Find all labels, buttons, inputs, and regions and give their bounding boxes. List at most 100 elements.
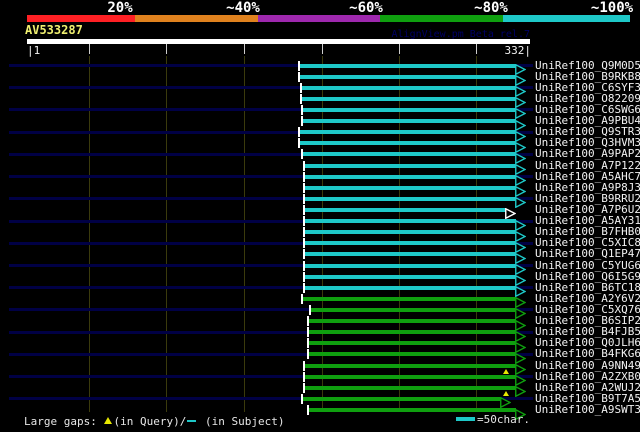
alignment-bar[interactable] bbox=[308, 408, 517, 412]
query-gap-marker-icon bbox=[502, 390, 509, 396]
subject-label[interactable]: UniRef100_Q6I5G9 bbox=[535, 269, 640, 283]
subject-label[interactable]: UniRef100_A9NN49 bbox=[535, 358, 640, 372]
row-guide-line bbox=[9, 330, 533, 334]
alignment-arrow-icon bbox=[515, 282, 527, 301]
alignment-arrow-icon bbox=[515, 360, 527, 379]
subject-label[interactable]: UniRef100_A2Y6V2 bbox=[535, 291, 640, 305]
alignment-start-tick bbox=[302, 260, 305, 271]
alignment-bar[interactable] bbox=[303, 207, 506, 212]
alignment-bar[interactable] bbox=[302, 396, 502, 401]
subject-label[interactable]: UniRef100_B7FHB0 bbox=[535, 225, 640, 239]
alignment-bar[interactable] bbox=[309, 307, 517, 312]
subject-label[interactable]: UniRef100_B9RKB8 bbox=[535, 69, 640, 83]
subject-label[interactable]: UniRef100_A9SWT3 bbox=[535, 403, 640, 416]
alignment-bar[interactable] bbox=[303, 274, 517, 279]
alignment-arrow-icon bbox=[515, 249, 527, 268]
subject-label[interactable]: UniRef100_Q0JLH6 bbox=[535, 336, 640, 350]
alignment-bar[interactable] bbox=[303, 219, 517, 224]
ruler-tick bbox=[244, 44, 245, 54]
alignment-start-tick bbox=[299, 93, 302, 104]
alignment-arrow-icon bbox=[515, 405, 527, 424]
subject-label[interactable]: UniRef100_A2ZXB0 bbox=[535, 369, 640, 383]
alignment-bar[interactable] bbox=[303, 263, 517, 268]
row-guide-line bbox=[9, 219, 533, 223]
alignment-bar[interactable] bbox=[303, 185, 517, 190]
alignment-arrow-icon bbox=[515, 382, 527, 401]
alignment-bar[interactable] bbox=[302, 152, 517, 157]
alignment-bar[interactable] bbox=[303, 385, 517, 390]
alignment-arrow-icon bbox=[515, 238, 527, 257]
subject-gap-dash-icon bbox=[187, 420, 197, 422]
alignment-bar[interactable] bbox=[303, 252, 517, 257]
alignment-bar[interactable] bbox=[308, 330, 517, 335]
subject-label[interactable]: UniRef100_B6SIP2 bbox=[535, 314, 640, 328]
subject-label[interactable]: UniRef100_C5XIC8 bbox=[535, 236, 640, 250]
subject-label[interactable]: UniRef100_Q9M0D5 bbox=[535, 58, 640, 72]
ruler-tick bbox=[166, 44, 167, 54]
subject-label[interactable]: UniRef100_A5AHC7 bbox=[535, 169, 640, 183]
alignment-start-tick bbox=[302, 249, 305, 260]
alignment-bar[interactable] bbox=[299, 130, 517, 135]
identity-scale-label: ~40% bbox=[226, 0, 260, 16]
identity-scale-label: 20% bbox=[107, 0, 133, 16]
alignment-arrow-icon bbox=[515, 82, 527, 101]
alignment-arrow-icon bbox=[515, 93, 527, 112]
alignment-bar[interactable] bbox=[303, 230, 517, 235]
subject-label[interactable]: UniRef100_A9PBU4 bbox=[535, 114, 640, 128]
alignment-bar[interactable] bbox=[303, 196, 517, 201]
subject-label[interactable]: UniRef100_A9P8J3 bbox=[535, 180, 640, 194]
alignment-bar[interactable] bbox=[308, 341, 517, 346]
alignment-start-tick bbox=[302, 238, 305, 249]
subject-label[interactable]: UniRef100_Q9STR3 bbox=[535, 125, 640, 139]
subject-label[interactable]: UniRef100_C6SWG6 bbox=[535, 102, 640, 116]
subject-label[interactable]: UniRef100_A7P122 bbox=[535, 158, 640, 172]
alignment-bar[interactable] bbox=[302, 119, 517, 124]
row-guide-line bbox=[9, 264, 533, 268]
alignment-start-tick bbox=[302, 193, 305, 204]
subject-label[interactable]: UniRef100_C5XQ76 bbox=[535, 302, 640, 316]
subject-label[interactable]: UniRef100_O82209 bbox=[535, 91, 640, 105]
subject-label[interactable]: UniRef100_B4FJB5 bbox=[535, 325, 640, 339]
alignment-bar[interactable] bbox=[299, 141, 517, 146]
alignment-bar[interactable] bbox=[299, 63, 517, 68]
row-guide-line bbox=[9, 308, 533, 312]
alignment-start-tick bbox=[308, 304, 311, 315]
subject-label[interactable]: UniRef100_A5AY31 bbox=[535, 214, 640, 228]
alignment-bar[interactable] bbox=[302, 296, 517, 301]
subject-label[interactable]: UniRef100_C5YUG6 bbox=[535, 258, 640, 272]
subject-label[interactable]: UniRef100_B9RRU2 bbox=[535, 191, 640, 205]
alignment-start-tick bbox=[302, 382, 305, 393]
alignment-bar[interactable] bbox=[303, 174, 517, 179]
subject-label[interactable]: UniRef100_A9PAP2 bbox=[535, 147, 640, 161]
subject-label[interactable]: UniRef100_B4FKG6 bbox=[535, 347, 640, 361]
subject-label[interactable]: UniRef100_Q3HVM3 bbox=[535, 136, 640, 150]
alignment-arrow-icon bbox=[515, 260, 527, 279]
subject-label[interactable]: UniRef100_A7P6U2 bbox=[535, 202, 640, 216]
alignment-bar[interactable] bbox=[308, 352, 517, 357]
alignment-bar[interactable] bbox=[303, 163, 517, 168]
alignment-arrow-icon bbox=[515, 316, 527, 335]
subject-label[interactable]: UniRef100_A2WUJ2 bbox=[535, 380, 640, 394]
alignment-arrow-icon bbox=[515, 182, 527, 201]
subject-label[interactable]: UniRef100_Q1EP47 bbox=[535, 247, 640, 261]
alignment-bar[interactable] bbox=[303, 374, 517, 379]
alignment-arrow-icon bbox=[515, 71, 527, 90]
alignment-bar[interactable] bbox=[303, 363, 517, 368]
gap-legend: Large gaps: (in Query)/ (in Subject) bbox=[24, 414, 284, 428]
grid-line bbox=[244, 56, 245, 412]
alignment-bar[interactable] bbox=[300, 85, 517, 90]
alignment-bar[interactable] bbox=[302, 107, 517, 112]
alignment-arrow-icon bbox=[515, 216, 527, 235]
row-guide-line bbox=[9, 175, 533, 179]
alignment-bar[interactable] bbox=[303, 241, 517, 246]
alignment-arrow-icon bbox=[515, 193, 527, 212]
subject-label[interactable]: UniRef100_B6TC18 bbox=[535, 280, 640, 294]
alignment-bar[interactable] bbox=[303, 285, 517, 290]
subject-label[interactable]: UniRef100_C6SYF3 bbox=[535, 80, 640, 94]
alignment-bar[interactable] bbox=[300, 96, 517, 101]
alignment-arrow-icon bbox=[515, 116, 527, 135]
scale-legend-text: =50char. bbox=[477, 412, 530, 426]
alignment-bar[interactable] bbox=[299, 74, 517, 79]
subject-label[interactable]: UniRef100_B9T7A5 bbox=[535, 391, 640, 405]
alignment-bar[interactable] bbox=[308, 319, 517, 324]
